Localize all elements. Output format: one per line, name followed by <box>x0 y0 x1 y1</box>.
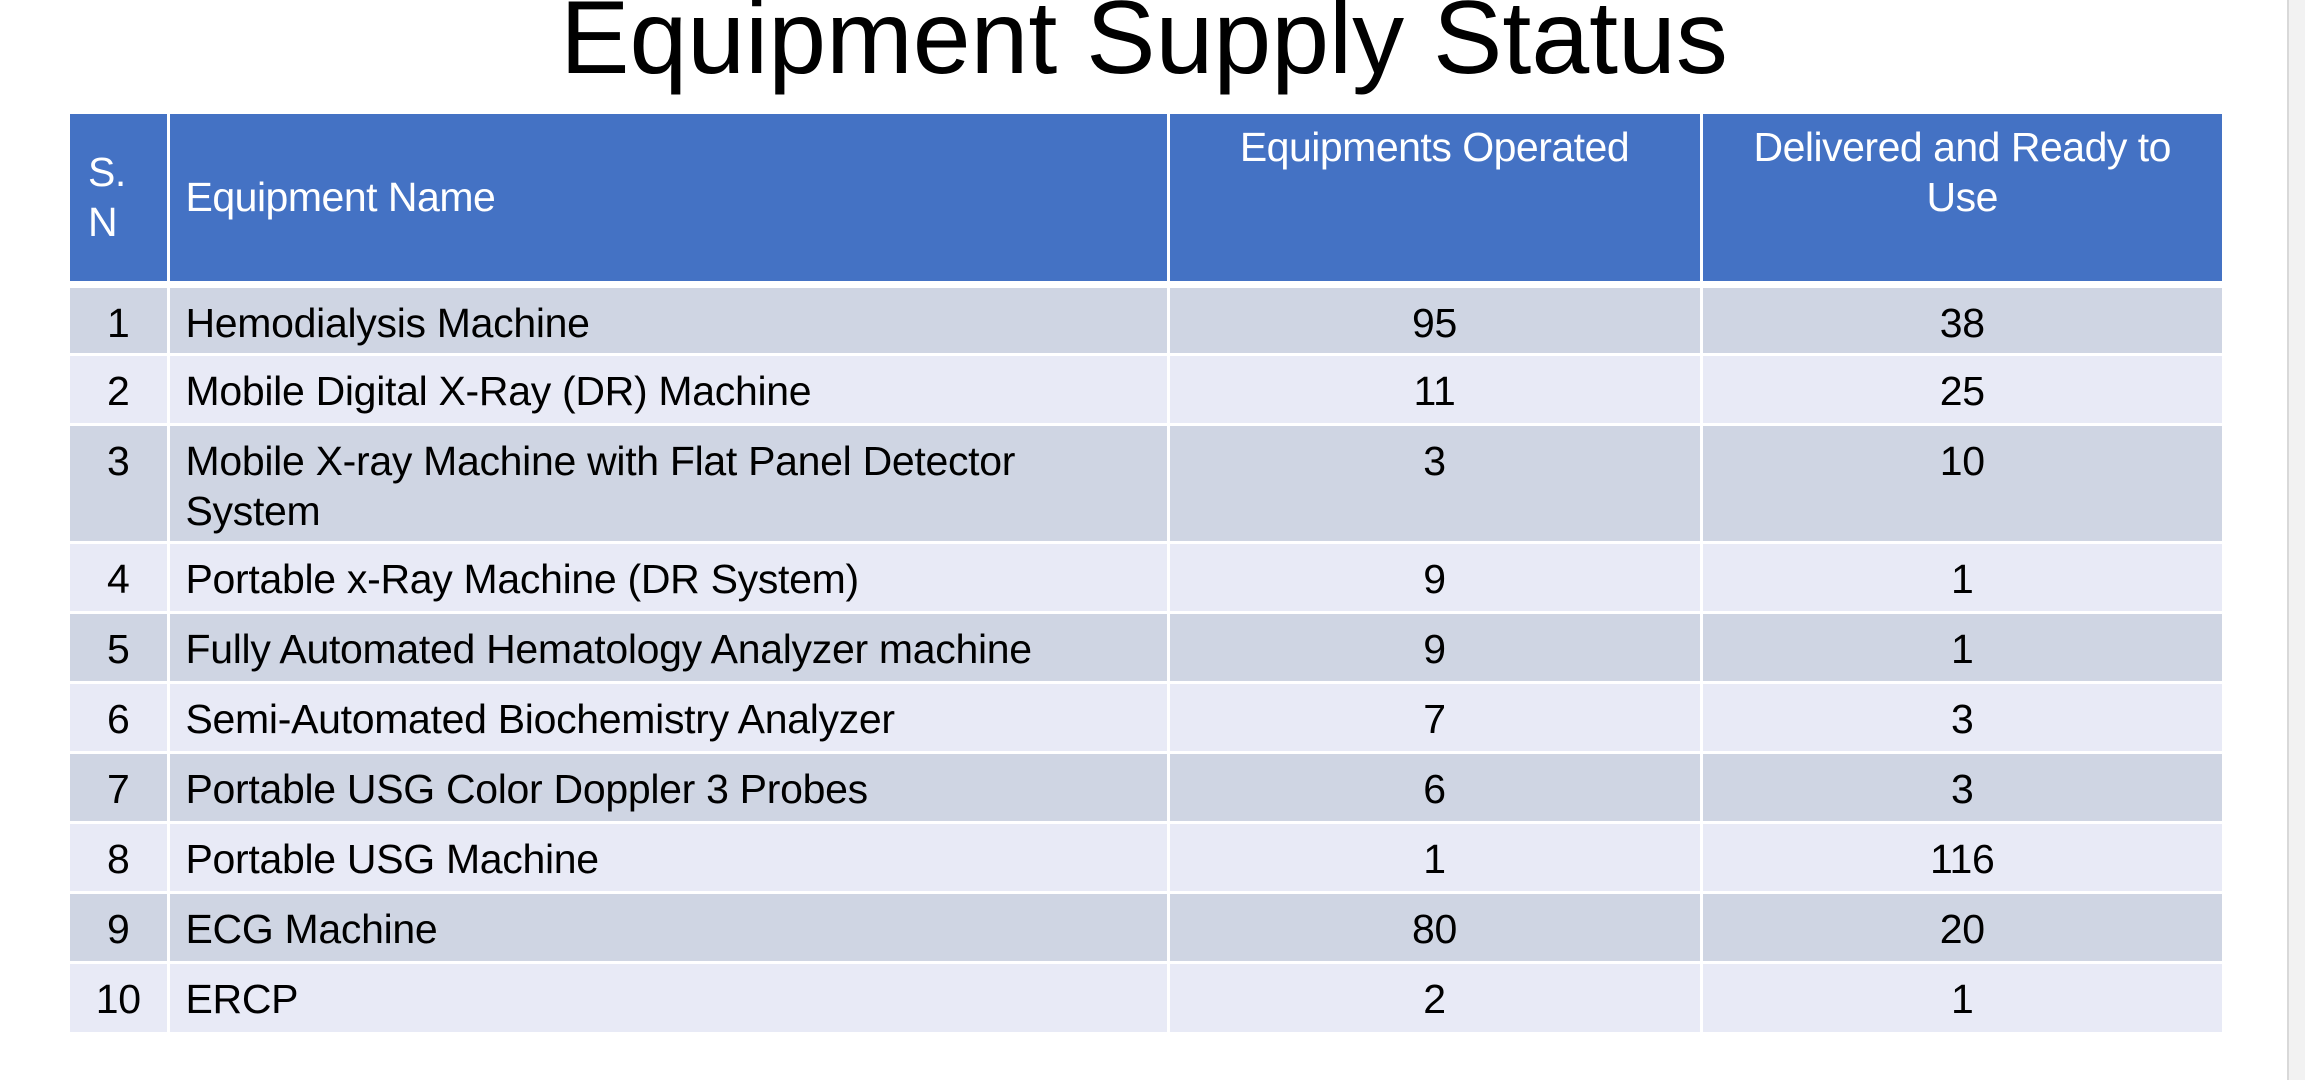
header-delivered-line2: Use <box>1926 174 1999 220</box>
cell-sn: 4 <box>70 540 168 612</box>
table-row: 2 Mobile Digital X-Ray (DR) Machine 11 2… <box>70 352 2222 424</box>
cell-sn: 6 <box>70 680 168 752</box>
cell-operated: 7 <box>1166 680 1701 752</box>
cell-operated: 9 <box>1166 610 1701 682</box>
cell-delivered: 1 <box>1699 610 2222 682</box>
cell-equipment-name: Fully Automated Hematology Analyzer mach… <box>166 610 1168 682</box>
cell-delivered: 1 <box>1699 960 2222 1032</box>
header-delivered-ready: Delivered and Ready to Use <box>1699 114 2222 288</box>
cell-delivered: 1 <box>1699 540 2222 612</box>
cell-equipment-name: Portable USG Color Doppler 3 Probes <box>166 750 1168 822</box>
cell-delivered: 3 <box>1699 680 2222 752</box>
cell-operated: 9 <box>1166 540 1701 612</box>
cell-equipment-name: ECG Machine <box>166 890 1168 962</box>
table-row: 3 Mobile X-ray Machine with Flat Panel D… <box>70 422 2222 542</box>
table-row: 6 Semi-Automated Biochemistry Analyzer 7… <box>70 680 2222 752</box>
cell-operated: 80 <box>1166 890 1701 962</box>
cell-equipment-name: Mobile X-ray Machine with Flat Panel Det… <box>166 422 1168 542</box>
cell-equipment-name: Hemodialysis Machine <box>166 282 1168 354</box>
equipment-table: S. N Equipment Name Equipments Operated D… <box>70 114 2222 1032</box>
cell-delivered: 116 <box>1699 820 2222 892</box>
cell-operated: 1 <box>1166 820 1701 892</box>
table-row: 7 Portable USG Color Doppler 3 Probes 6 … <box>70 750 2222 822</box>
table-row: 5 Fully Automated Hematology Analyzer ma… <box>70 610 2222 682</box>
cell-delivered: 25 <box>1699 352 2222 424</box>
cell-delivered: 10 <box>1699 422 2222 542</box>
cell-equipment-name: Semi-Automated Biochemistry Analyzer <box>166 680 1168 752</box>
cell-equipment-name: Portable x-Ray Machine (DR System) <box>166 540 1168 612</box>
cell-sn: 10 <box>70 960 168 1032</box>
cell-equipment-name: ERCP <box>166 960 1168 1032</box>
page-title: Equipment Supply Status <box>560 0 1728 96</box>
header-sn-line1: S. <box>88 149 126 196</box>
cell-sn: 1 <box>70 282 168 354</box>
table-row: 4 Portable x-Ray Machine (DR System) 9 1 <box>70 540 2222 612</box>
cell-operated: 2 <box>1166 960 1701 1032</box>
cell-sn: 9 <box>70 890 168 962</box>
header-equipments-operated: Equipments Operated <box>1166 114 1701 288</box>
header-delivered-line1: Delivered and Ready to <box>1753 124 2172 170</box>
cell-sn: 5 <box>70 610 168 682</box>
table-row: 9 ECG Machine 80 20 <box>70 890 2222 962</box>
cell-delivered: 38 <box>1699 282 2222 354</box>
window-edge-strip <box>2287 0 2305 1080</box>
cell-operated: 95 <box>1166 282 1701 354</box>
header-equipment-name: Equipment Name <box>166 114 1168 288</box>
cell-equipment-name: Portable USG Machine <box>166 820 1168 892</box>
cell-delivered: 3 <box>1699 750 2222 822</box>
cell-operated: 11 <box>1166 352 1701 424</box>
cell-equipment-name: Mobile Digital X-Ray (DR) Machine <box>166 352 1168 424</box>
table-header-row: S. N Equipment Name Equipments Operated D… <box>70 114 2222 288</box>
cell-sn: 2 <box>70 352 168 424</box>
header-sn: S. N <box>70 114 168 288</box>
header-sn-line2: N <box>88 199 118 246</box>
cell-sn: 7 <box>70 750 168 822</box>
cell-delivered: 20 <box>1699 890 2222 962</box>
table-row: 1 Hemodialysis Machine 95 38 <box>70 282 2222 354</box>
cell-operated: 3 <box>1166 422 1701 542</box>
cell-sn: 3 <box>70 422 168 542</box>
cell-operated: 6 <box>1166 750 1701 822</box>
table-row: 10 ERCP 2 1 <box>70 960 2222 1032</box>
table-row: 8 Portable USG Machine 1 116 <box>70 820 2222 892</box>
cell-sn: 8 <box>70 820 168 892</box>
